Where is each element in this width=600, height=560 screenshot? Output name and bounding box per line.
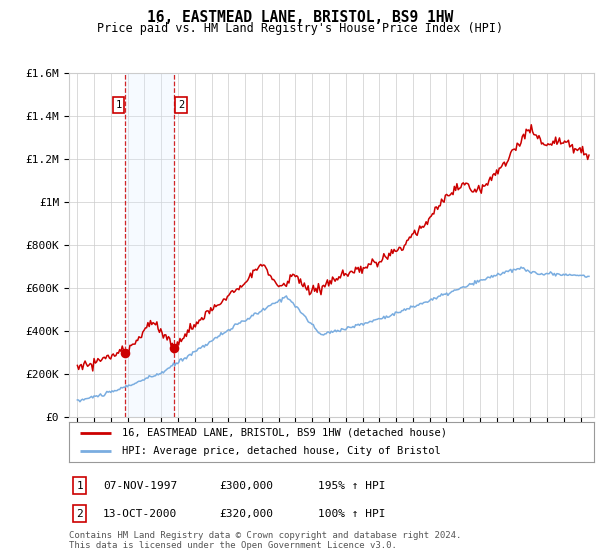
Text: £320,000: £320,000 — [219, 508, 273, 519]
Text: 16, EASTMEAD LANE, BRISTOL, BS9 1HW: 16, EASTMEAD LANE, BRISTOL, BS9 1HW — [147, 10, 453, 25]
Text: 2: 2 — [178, 100, 184, 110]
Text: 1: 1 — [76, 480, 83, 491]
Text: 195% ↑ HPI: 195% ↑ HPI — [318, 480, 386, 491]
Bar — [125, 73, 175, 417]
Text: 2: 2 — [76, 508, 83, 519]
Text: Contains HM Land Registry data © Crown copyright and database right 2024.
This d: Contains HM Land Registry data © Crown c… — [69, 530, 461, 550]
Text: 07-NOV-1997: 07-NOV-1997 — [103, 480, 178, 491]
Text: 16, EASTMEAD LANE, BRISTOL, BS9 1HW (detached house): 16, EASTMEAD LANE, BRISTOL, BS9 1HW (det… — [121, 428, 446, 437]
Text: 1: 1 — [115, 100, 122, 110]
Text: £300,000: £300,000 — [219, 480, 273, 491]
Text: 100% ↑ HPI: 100% ↑ HPI — [318, 508, 386, 519]
Text: Price paid vs. HM Land Registry's House Price Index (HPI): Price paid vs. HM Land Registry's House … — [97, 22, 503, 35]
Point — [121, 348, 130, 357]
Text: HPI: Average price, detached house, City of Bristol: HPI: Average price, detached house, City… — [121, 446, 440, 456]
Point — [170, 344, 179, 353]
Text: 13-OCT-2000: 13-OCT-2000 — [103, 508, 178, 519]
